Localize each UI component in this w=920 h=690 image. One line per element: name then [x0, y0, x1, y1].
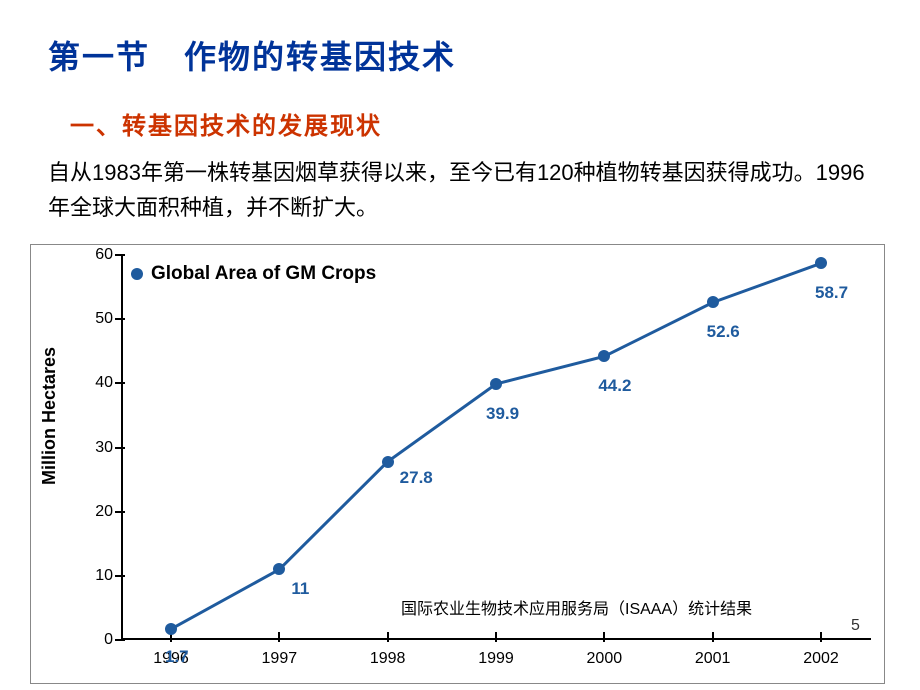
source-note: 国际农业生物技术应用服务局（ISAAA）统计结果	[401, 595, 752, 619]
data-point	[273, 563, 285, 575]
x-tick-label: 1997	[262, 640, 298, 668]
main-title: 第一节 作物的转基因技术	[0, 0, 920, 98]
page-number: 5	[851, 617, 860, 635]
x-tick-label: 2002	[803, 640, 839, 668]
x-tick-label: 1999	[478, 640, 514, 668]
data-point	[815, 257, 827, 269]
chart-line-svg	[121, 255, 871, 640]
data-label: 27.8	[400, 468, 433, 488]
data-label: 39.9	[486, 404, 519, 424]
section-subtitle: 一、转基因技术的发展现状	[0, 98, 920, 155]
data-point	[598, 350, 610, 362]
data-label: 11	[291, 579, 309, 599]
data-label: 1.7	[165, 647, 189, 667]
data-point	[382, 456, 394, 468]
data-label: 58.7	[815, 283, 848, 303]
plot-area: 0102030405060199619971998199920002001200…	[121, 255, 871, 640]
data-point	[490, 378, 502, 390]
x-tick-label: 2001	[695, 640, 731, 668]
body-paragraph: 自从1983年第一株转基因烟草获得以来，至今已有120种植物转基因获得成功。19…	[0, 155, 920, 225]
x-tick-label: 1998	[370, 640, 406, 668]
x-tick-label: 2000	[587, 640, 623, 668]
y-axis-label: Million Hectares	[39, 347, 60, 485]
data-label: 44.2	[598, 376, 631, 396]
data-label: 52.6	[707, 322, 740, 342]
data-point	[707, 296, 719, 308]
chart-container: Million Hectares Global Area of GM Crops…	[30, 244, 885, 684]
data-point	[165, 623, 177, 635]
